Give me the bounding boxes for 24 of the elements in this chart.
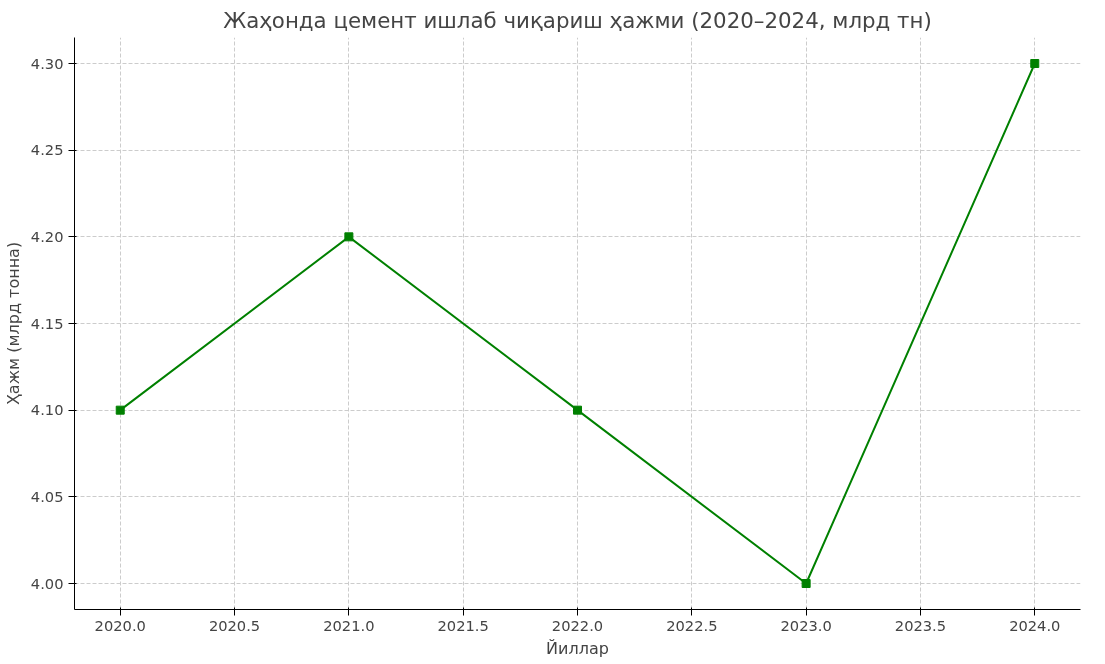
y-tick-label: 4.10: [30, 401, 64, 419]
x-axis-title: Йиллар: [546, 638, 609, 658]
y-tick-label: 4.00: [30, 574, 64, 592]
point: [573, 405, 582, 415]
x-tick-label: 2023.0: [780, 616, 832, 634]
y-tick-label: 4.20: [30, 227, 64, 245]
point: [115, 405, 125, 415]
y-tick-label: 4.25: [30, 141, 64, 159]
x-tick-label: 2023.5: [894, 616, 947, 634]
x-tick-label: 2022.5: [666, 616, 718, 634]
y-axis-title: Ҳажм (млрд тонна): [3, 241, 23, 406]
x-tick-label: 2021.0: [323, 616, 375, 634]
x-tick-label: 2022.0: [551, 616, 604, 634]
x-tick-label: 2024.0: [1009, 616, 1061, 634]
point: [801, 579, 811, 588]
point: [344, 232, 354, 242]
y-tick-label: 4.30: [30, 54, 64, 72]
y-tick-label: 4.05: [30, 487, 64, 505]
point: [1030, 59, 1040, 68]
x-tick-label: 2020.0: [94, 616, 146, 634]
x-tick-label: 2021.5: [437, 616, 489, 634]
y-tick-label: 4.15: [30, 314, 64, 332]
chart-title: Жаҳонда цемент ишлаб чиқариш ҳажми (2020–2024, млрд тн): [223, 7, 932, 33]
x-tick-label: 2020.5: [208, 616, 261, 634]
